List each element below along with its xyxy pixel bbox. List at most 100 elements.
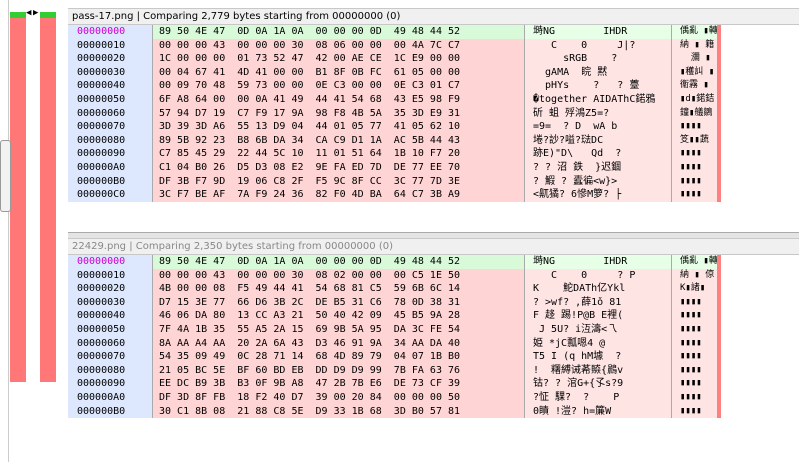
row-text-decoded[interactable]: gAMA 睆 黙 [524, 65, 671, 80]
row-alt-decoded[interactable]: 偊亂 ▮轉 [671, 25, 717, 39]
row-hex-bytes[interactable]: 00 04 67 41 4D 41 00 00 B1 8F 0B FC 61 0… [152, 65, 524, 80]
row-text-decoded[interactable]: F 趍 踢!P@B E裡( [524, 309, 671, 323]
hex-row[interactable]: 000000B0 DF 3B F7 9D 19 06 C8 2F F5 9C 8F… [68, 174, 799, 189]
row-hex-bytes[interactable]: 00 00 00 43 00 00 00 30 08 06 00 00 00 4… [152, 38, 524, 53]
row-text-decoded[interactable]: 钴? ? 涫G+{孓s?9 [524, 377, 671, 391]
row-alt-decoded[interactable]: ▮▮▮▮ [671, 404, 717, 419]
hex-row[interactable]: 00000040 46 06 DA 80 13 CC A3 21 50 40 42… [68, 309, 799, 323]
row-text-decoded[interactable]: 0瞔 !溰? h=簾W [524, 404, 671, 419]
row-alt-decoded[interactable]: ▮▮▮▮ [671, 350, 717, 364]
hex-row[interactable]: 00000010 00 00 00 43 00 00 00 30 08 02 00… [68, 268, 799, 283]
row-text-decoded[interactable]: pHYs ? ? 薹 [524, 79, 671, 93]
hex-row[interactable]: 000000A0 C1 04 B0 26 D5 D3 08 E2 9E FA ED… [68, 160, 799, 175]
row-alt-decoded[interactable]: ▮▮▮▮ [671, 120, 717, 134]
row-hex-bytes[interactable]: EE DC B9 3B B3 0F 9B A8 47 2B 7B E6 DE 7… [152, 377, 524, 391]
row-hex-bytes[interactable]: 7F 4A 1B 35 55 A5 2A 15 69 9B 5A 95 DA 3… [152, 322, 524, 337]
overview-right-arrow-icon[interactable]: ▶ [33, 8, 39, 18]
hex-row[interactable]: 00000080 21 05 BC 5E BF 60 BD EB DD D9 D9… [68, 363, 799, 378]
row-hex-bytes[interactable]: C1 04 B0 26 D5 D3 08 E2 9E FA ED 7D DE 7… [152, 160, 524, 175]
row-alt-decoded[interactable]: ▮▮▮▮ [671, 174, 717, 189]
row-hex-bytes[interactable]: 57 94 D7 19 C7 F9 17 9A 98 F8 4B 5A 35 3… [152, 106, 524, 121]
row-text-decoded[interactable]: C 0 ? P [524, 268, 671, 283]
row-alt-decoded[interactable]: ▮▮▮▮ [671, 377, 717, 391]
row-hex-bytes[interactable]: DF 3B F7 9D 19 06 C8 2F F5 9C 8F CC 3C 7… [152, 174, 524, 189]
row-alt-decoded[interactable]: ▮穫訆 ▮ [671, 65, 717, 80]
row-hex-bytes[interactable]: 1C 00 00 00 01 73 52 47 42 00 AE CE 1C E… [152, 52, 524, 66]
row-text-decoded[interactable]: ? 鰕 ? 蠹徧<w}> [524, 174, 671, 189]
row-alt-decoded[interactable]: ▮▮▮▮ [671, 147, 717, 161]
row-alt-decoded[interactable]: 鐘▮艤鶵 [671, 106, 717, 121]
hex-row[interactable]: 00000070 3D 39 3D A6 55 13 D9 04 44 01 05… [68, 120, 799, 134]
hex-row[interactable]: 00000090 C7 85 45 29 22 44 5C 10 11 01 51… [68, 147, 799, 161]
row-text-decoded[interactable]: 埢?訬?嗌?琺DC [524, 133, 671, 148]
hex-row[interactable]: 000000C0 3C F7 BE AF 7A F9 24 36 82 F0 4D… [68, 188, 799, 202]
row-hex-bytes[interactable]: 89 50 4E 47 0D 0A 1A 0A 00 00 00 0D 49 4… [152, 25, 524, 39]
row-alt-decoded[interactable]: ▮▮▮▮ [671, 390, 717, 405]
row-alt-decoded[interactable]: 納 ▮ 倞 [671, 268, 717, 283]
row-hex-bytes[interactable]: 46 06 DA 80 13 CC A3 21 50 40 42 09 45 B… [152, 309, 524, 323]
row-alt-decoded[interactable]: ▮▮▮▮ [671, 160, 717, 175]
row-hex-bytes[interactable]: 3C F7 BE AF 7A F9 24 36 82 F0 4D BA 64 C… [152, 188, 524, 202]
row-hex-bytes[interactable]: 89 5B 92 23 B8 6B DA 34 CA C9 D1 1A AC 5… [152, 133, 524, 148]
hex-row[interactable]: 000000A0 DF 3D 8F FB 18 F2 40 D7 39 00 20… [68, 390, 799, 405]
row-hex-bytes[interactable]: 00 00 00 43 00 00 00 30 08 02 00 00 00 C… [152, 268, 524, 283]
hex-rows-left[interactable]: 00000000 89 50 4E 47 0D 0A 1A 0A 00 00 00… [68, 25, 799, 202]
row-text-decoded[interactable]: 跡E)"D\ Qd ? [524, 147, 671, 161]
row-alt-decoded[interactable]: ▮▮▮▮ [671, 322, 717, 337]
row-alt-decoded[interactable]: ▮▮▮▮ [671, 336, 717, 351]
hex-row[interactable]: 00000030 00 04 67 41 4D 41 00 00 B1 8F 0B… [68, 65, 799, 80]
hex-rows-right[interactable]: 00000000 89 50 4E 47 0D 0A 1A 0A 00 00 00… [68, 255, 799, 419]
hex-row[interactable]: 00000050 6F A8 64 00 00 0A 41 49 44 41 54… [68, 92, 799, 107]
hex-row[interactable]: 00000000 89 50 4E 47 0D 0A 1A 0A 00 00 00… [68, 25, 799, 39]
row-hex-bytes[interactable]: 3D 39 3D A6 55 13 D9 04 44 01 05 77 41 0… [152, 120, 524, 134]
hex-row[interactable]: 00000040 00 09 70 48 59 73 00 00 0E C3 00… [68, 79, 799, 93]
row-text-decoded[interactable]: C 0 J|? [524, 38, 671, 53]
row-text-decoded[interactable]: K 鮀DATh亿Ykl [524, 282, 671, 296]
row-text-decoded[interactable]: ?怔 騍? ? P [524, 390, 671, 405]
row-hex-bytes[interactable]: 6F A8 64 00 00 0A 41 49 44 41 54 68 43 E… [152, 92, 524, 107]
row-hex-bytes[interactable]: C7 85 45 29 22 44 5C 10 11 01 51 64 1B 1… [152, 147, 524, 161]
hex-row[interactable]: 00000080 89 5B 92 23 B8 6B DA 34 CA C9 D1… [68, 133, 799, 148]
row-text-decoded[interactable]: �together AIDAThC鍩鴉 [524, 92, 671, 107]
row-text-decoded[interactable]: sRGB ? [524, 52, 671, 66]
row-text-decoded[interactable]: ! 糬縛诫莃贆{鷐v [524, 363, 671, 378]
row-hex-bytes[interactable]: DF 3D 8F FB 18 F2 40 D7 39 00 20 84 00 0… [152, 390, 524, 405]
hex-row[interactable]: 000000B0 30 C1 8B 08 21 88 C8 5E D9 33 1B… [68, 404, 799, 419]
row-alt-decoded[interactable]: 衞霧 ▮ [671, 79, 717, 93]
row-alt-decoded[interactable]: ▮▮▮▮ [671, 363, 717, 378]
hex-row[interactable]: 00000060 57 94 D7 19 C7 F9 17 9A 98 F8 4B… [68, 106, 799, 121]
row-text-decoded[interactable]: ? >wf? ,薛1ǒ 81 [524, 295, 671, 310]
row-alt-decoded[interactable]: K▮諸▮ [671, 282, 717, 296]
row-alt-decoded[interactable]: 瀰 ▮ [671, 52, 717, 66]
row-alt-decoded[interactable]: 偊亂 ▮轉 [671, 255, 717, 269]
row-alt-decoded[interactable]: 笅▮▮蔬 [671, 133, 717, 148]
row-alt-decoded[interactable]: ▮▮▮▮ [671, 295, 717, 310]
hex-row[interactable]: 00000020 4B 00 00 08 F5 49 44 41 54 68 81… [68, 282, 799, 296]
hex-pane-right[interactable]: 22429.png | Comparing 2,350 bytes starti… [68, 238, 799, 462]
row-text-decoded[interactable]: ? ? 沼 鉄 }迟錮 [524, 160, 671, 175]
hex-row[interactable]: 00000060 8A AA A4 AA 20 2A 6A 43 D3 46 91… [68, 336, 799, 351]
row-alt-decoded[interactable]: ▮▮▮▮ [671, 188, 717, 202]
row-hex-bytes[interactable]: 21 05 BC 5E BF 60 BD EB DD D9 D9 99 7B F… [152, 363, 524, 378]
row-alt-decoded[interactable]: ▮d▮鍩銡 [671, 92, 717, 107]
overview-scroll-thumb[interactable] [0, 140, 11, 212]
row-hex-bytes[interactable]: 30 C1 8B 08 21 88 C8 5E D9 33 1B 68 3D B… [152, 404, 524, 419]
hex-row[interactable]: 00000030 D7 15 3E 77 66 D6 3B 2C DE B5 31… [68, 295, 799, 310]
row-text-decoded[interactable]: 塒NG IHDR [524, 25, 671, 39]
row-text-decoded[interactable]: J 5U? i沍濤<乁 [524, 322, 671, 337]
overview-strip[interactable]: ◀ ▶ [0, 0, 66, 462]
hex-row[interactable]: 00000070 54 35 09 49 0C 28 71 14 68 4D 89… [68, 350, 799, 364]
row-text-decoded[interactable]: 塒NG IHDR [524, 255, 671, 269]
row-hex-bytes[interactable]: D7 15 3E 77 66 D6 3B 2C DE B5 31 C6 78 0… [152, 295, 524, 310]
row-text-decoded[interactable]: T5 I (q hM壉 ? [524, 350, 671, 364]
row-text-decoded[interactable]: 姫 *jC瓢嗯4 @ [524, 336, 671, 351]
row-text-decoded[interactable]: =9= ? D wA b [524, 120, 671, 134]
row-text-decoded[interactable]: <鼿獝? 6慘M箩? ├ [524, 188, 671, 202]
row-alt-decoded[interactable]: ▮▮▮▮ [671, 309, 717, 323]
hex-row[interactable]: 00000090 EE DC B9 3B B3 0F 9B A8 47 2B 7B… [68, 377, 799, 391]
row-hex-bytes[interactable]: 8A AA A4 AA 20 2A 6A 43 D3 46 91 9A 34 A… [152, 336, 524, 351]
hex-row[interactable]: 00000050 7F 4A 1B 35 55 A5 2A 15 69 9B 5A… [68, 322, 799, 337]
row-alt-decoded[interactable]: 納 ▮ 籍 [671, 38, 717, 53]
hex-row[interactable]: 00000000 89 50 4E 47 0D 0A 1A 0A 00 00 00… [68, 255, 799, 269]
hex-row[interactable]: 00000010 00 00 00 43 00 00 00 30 08 06 00… [68, 38, 799, 53]
